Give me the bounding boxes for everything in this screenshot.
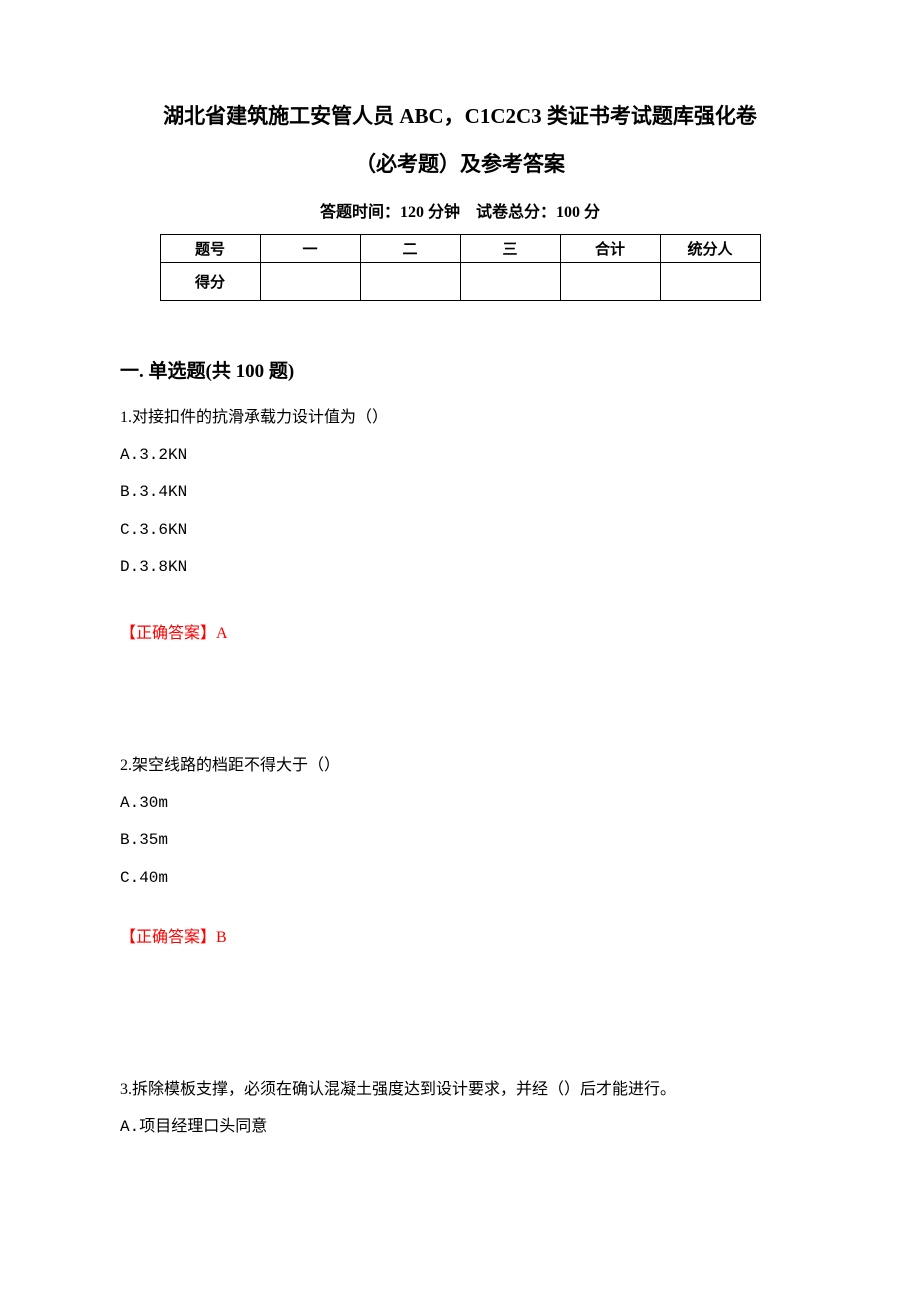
table-cell-empty (360, 263, 460, 301)
question-option: C.40m (120, 866, 800, 892)
table-cell-empty (660, 263, 760, 301)
table-cell-header: 三 (460, 235, 560, 263)
table-cell-empty (560, 263, 660, 301)
question-number: 3. (120, 1081, 132, 1098)
table-cell-row-label: 得分 (160, 263, 260, 301)
question-option: B.35m (120, 828, 800, 854)
table-cell-header: 一 (260, 235, 360, 263)
table-cell-header: 统分人 (660, 235, 760, 263)
table-row: 题号 一 二 三 合计 统分人 (160, 235, 760, 263)
question-number: 2. (120, 757, 132, 774)
table-cell-empty (260, 263, 360, 301)
answer-value: A (216, 625, 228, 642)
question-option: A.30m (120, 791, 800, 817)
answer-text: 【正确答案】B (120, 923, 800, 947)
table-cell-empty (460, 263, 560, 301)
table-cell-header: 合计 (560, 235, 660, 263)
section-heading: 一. 单选题(共 100 题) (120, 356, 800, 383)
question-body: 对接扣件的抗滑承载力设计值为（） (132, 409, 388, 426)
question-option: B.3.4KN (120, 480, 800, 506)
question-body: 架空线路的档距不得大于（） (132, 757, 340, 774)
question-number: 1. (120, 409, 132, 426)
answer-label: 【正确答案】 (120, 929, 216, 946)
question-body: 拆除模板支撑，必须在确认混凝土强度达到设计要求，并经（）后才能进行。 (132, 1081, 676, 1098)
score-table: 题号 一 二 三 合计 统分人 得分 (160, 234, 761, 301)
answer-text: 【正确答案】A (120, 619, 800, 643)
question-text: 2.架空线路的档距不得大于（） (120, 753, 800, 779)
question-text: 3.拆除模板支撑，必须在确认混凝土强度达到设计要求，并经（）后才能进行。 (120, 1077, 800, 1103)
answer-label: 【正确答案】 (120, 625, 216, 642)
document-title-line1: 湖北省建筑施工安管人员 ABC，C1C2C3 类证书考试题库强化卷 (120, 100, 800, 130)
document-subtitle: 答题时间：120 分钟 试卷总分：100 分 (120, 198, 800, 222)
question-option: C.3.6KN (120, 518, 800, 544)
table-cell-row-label: 题号 (160, 235, 260, 263)
question-text: 1.对接扣件的抗滑承载力设计值为（） (120, 405, 800, 431)
table-cell-header: 二 (360, 235, 460, 263)
question-option: A.项目经理口头同意 (120, 1115, 800, 1141)
question-option: A.3.2KN (120, 443, 800, 469)
document-title-line2: （必考题）及参考答案 (120, 148, 800, 178)
answer-value: B (216, 929, 227, 946)
table-row: 得分 (160, 263, 760, 301)
question-option: D.3.8KN (120, 555, 800, 581)
